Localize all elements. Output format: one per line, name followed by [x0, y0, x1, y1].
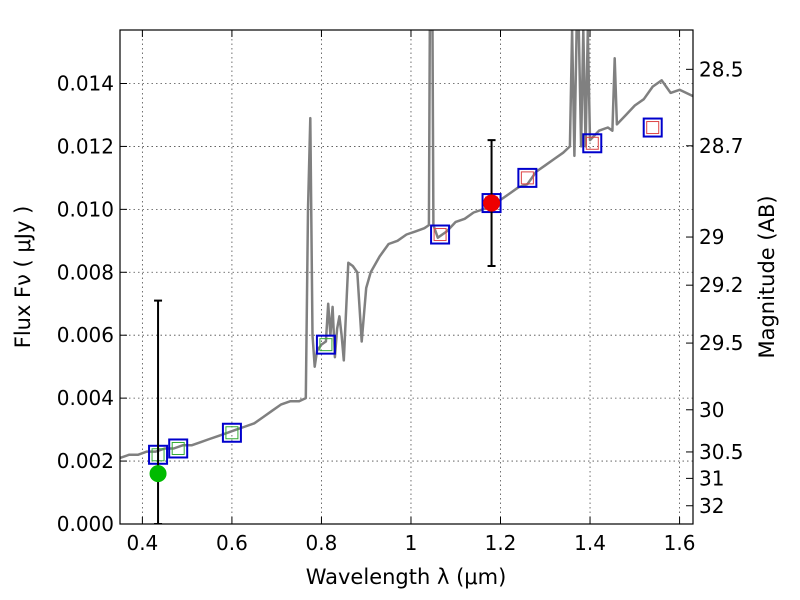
y-tick-label: 0.002: [57, 449, 114, 473]
model-flux-square: [433, 228, 447, 242]
model-flux-square: [646, 121, 660, 135]
y-tick-label: 0.008: [57, 260, 114, 284]
mag-tick-label: 28.7: [699, 134, 744, 158]
y-tick-label: 0.014: [57, 71, 114, 95]
model-spectrum-line: [120, 30, 693, 460]
magnitude-axis: 28.5 28.7 29 29.2 29.5 30 30.531 32: [686, 57, 744, 518]
mag-tick-label: 28.5: [699, 57, 744, 81]
model-flux-square: [171, 441, 185, 455]
x-tick-label: 0.6: [216, 531, 248, 555]
mag-tick-label: 29: [699, 225, 724, 249]
y-tick-label: 0.004: [57, 386, 114, 410]
mag-tick-label: 29.5: [699, 331, 744, 355]
y-axis-label: Flux Fν ( μJy ): [11, 206, 35, 349]
photometry-square: [642, 117, 663, 138]
photometry-square: [517, 167, 538, 188]
y-axis: 0.000 0.002 0.004 0.006 0.008 0.010 0.012 0.014: [57, 71, 127, 536]
y-tick-label: 0.000: [57, 512, 114, 536]
model-flux-square: [319, 338, 333, 352]
model-flux-square: [585, 136, 599, 150]
magnitude-axis-label: Magnitude (AB): [755, 195, 779, 358]
y-tick-label: 0.006: [57, 323, 114, 347]
x-tick-label: 1.2: [485, 531, 517, 555]
mag-tick-label: 30: [699, 398, 724, 422]
model-flux-square: [225, 426, 239, 440]
x-tick-label: 0.4: [126, 531, 158, 555]
x-tick-label: 0.8: [306, 531, 338, 555]
photometry-square: [582, 133, 603, 154]
x-axis: 0.4 0.6 0.8 1 1.2 1.4 1.6: [126, 30, 695, 555]
photometry-square: [221, 422, 242, 443]
x-tick-label: 1.4: [574, 531, 606, 555]
y-tick-label: 0.012: [57, 134, 114, 158]
x-axis-label: Wavelength λ (μm): [306, 565, 507, 589]
model-flux-square: [520, 171, 534, 185]
measured-point: [483, 194, 501, 212]
photometry-square: [430, 224, 451, 245]
mag-tick-label: 30.5: [699, 440, 744, 464]
grid-lines: [120, 30, 693, 525]
mag-tick-label: 29.2: [699, 273, 744, 297]
mag-tick-label: 32: [699, 494, 724, 518]
plot-frame: [119, 29, 694, 525]
measured-point: [149, 465, 167, 483]
x-tick-label: 1.6: [664, 531, 696, 555]
photometry-square: [168, 438, 189, 459]
plot-area: [120, 30, 693, 524]
mag-tick-label: 31: [699, 466, 724, 490]
x-tick-label: 1: [405, 531, 418, 555]
photometry-square: [315, 334, 336, 355]
y-tick-label: 0.010: [57, 197, 114, 221]
